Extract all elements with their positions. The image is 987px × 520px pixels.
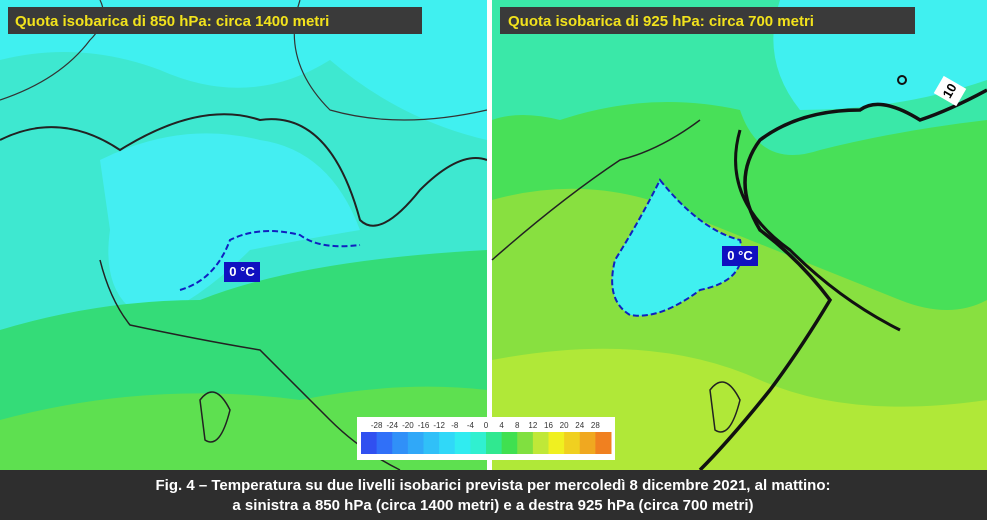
caption-line: Fig. 4 – Temperatura su due livelli isob… [156,477,831,494]
colorbar-label: 4 [499,421,504,430]
colorbar-swatch [407,432,424,454]
colorbar-label: 0 [484,421,489,430]
colorbar-swatch [564,432,581,454]
panel-title: Quota isobarica di 925 hPa: circa 700 me… [508,13,814,30]
colorbar: -28 -24 -20 -16 -12 -8 -4 0 4 8 12 16 20 24 28 [357,417,615,460]
colorbar-label: 12 [528,421,537,430]
colorbar-swatch [517,432,534,454]
colorbar-label: -24 [386,421,398,430]
contour-label: 10 [939,81,959,101]
colorbar-label: -16 [418,421,430,430]
colorbar-label: 8 [515,421,520,430]
colorbar-swatch [501,432,518,454]
colorbar-label: 20 [560,421,569,430]
colorbar-swatch [423,432,440,454]
colorbar-swatch [439,432,456,454]
left-map: 0 °C Quota isobarica di 850 hPa: circa 1… [0,0,488,471]
colorbar-label: -8 [451,421,459,430]
colorbar-swatch [470,432,487,454]
colorbar-swatch [595,432,612,454]
colorbar-swatch [361,432,378,454]
colorbar-swatch [548,432,565,454]
isotherm-label: 0 °C [727,248,753,263]
colorbar-swatch [392,432,409,454]
right-map: 0 °C 10 Quota isobarica di 925 hPa: circ… [491,0,987,472]
colorbar-label: 24 [575,421,584,430]
colorbar-label: 16 [544,421,553,430]
colorbar-label: -12 [433,421,445,430]
colorbar-label: -20 [402,421,414,430]
caption-line: a sinistra a 850 hPa (circa 1400 metri) … [232,497,753,514]
colorbar-swatch [454,432,471,454]
colorbar-swatch [579,432,596,454]
colorbar-label: 28 [591,421,600,430]
colorbar-label: -4 [467,421,475,430]
colorbar-label: -28 [371,421,383,430]
colorbar-swatch [376,432,393,454]
isotherm-label: 0 °C [229,264,255,279]
colorbar-swatch [532,432,549,454]
panel-title: Quota isobarica di 850 hPa: circa 1400 m… [15,13,329,30]
colorbar-swatch [486,432,503,454]
